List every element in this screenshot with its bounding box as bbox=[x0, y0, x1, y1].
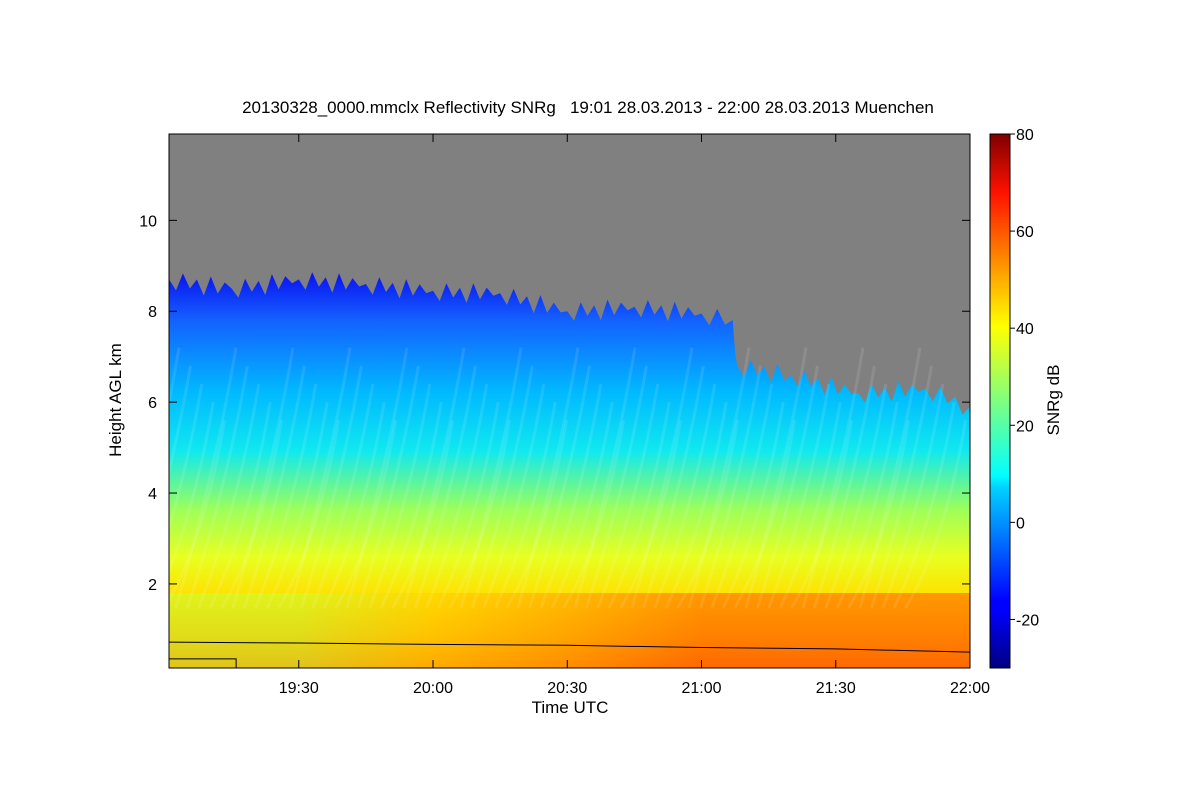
x-axis-label: Time UTC bbox=[531, 698, 609, 717]
fall-streak bbox=[254, 383, 318, 609]
fall-streak bbox=[664, 401, 728, 609]
fall-streak bbox=[169, 420, 227, 604]
fall-streak bbox=[630, 347, 694, 609]
fall-streak bbox=[391, 420, 455, 609]
lower-boundary-line bbox=[169, 658, 237, 668]
y-tick-label: 4 bbox=[148, 486, 157, 503]
fall-streak bbox=[710, 383, 774, 609]
fall-streak bbox=[169, 365, 192, 478]
echo-field bbox=[169, 272, 970, 668]
y-tick-label: 2 bbox=[148, 577, 157, 594]
colorbar-tick-label: 0 bbox=[1016, 515, 1025, 532]
fall-streak bbox=[562, 420, 626, 609]
fall-streak bbox=[527, 365, 591, 609]
fall-streak bbox=[835, 401, 899, 609]
fall-streak bbox=[265, 401, 329, 609]
chart-title: 20130328_0000.mmclx Reflectivity SNRg 19… bbox=[242, 98, 934, 117]
fall-streak bbox=[676, 420, 740, 609]
fall-streak bbox=[185, 365, 249, 609]
fall-streak bbox=[436, 401, 500, 609]
y-tick-label: 6 bbox=[148, 395, 157, 412]
fall-streak bbox=[744, 347, 808, 609]
fall-streak bbox=[573, 347, 637, 609]
fall-streak bbox=[847, 420, 911, 609]
fall-streak bbox=[493, 401, 557, 609]
fall-streak bbox=[322, 401, 386, 609]
fall-streak bbox=[448, 420, 512, 609]
x-tick-label: 19:30 bbox=[279, 680, 319, 697]
fall-streak bbox=[767, 383, 831, 609]
fall-streak bbox=[368, 383, 432, 609]
fall-streak bbox=[858, 347, 922, 609]
colorbar-label: SNRg dB bbox=[1044, 364, 1063, 436]
fall-streak bbox=[596, 383, 660, 609]
fall-streak bbox=[881, 383, 945, 609]
fall-streak bbox=[277, 420, 341, 609]
echo-area bbox=[169, 272, 970, 668]
fall-streak bbox=[379, 401, 443, 609]
colorbar bbox=[989, 133, 1011, 669]
fall-streak bbox=[169, 401, 215, 575]
colorbar-tick-label: -20 bbox=[1016, 612, 1039, 629]
fall-streak bbox=[311, 383, 375, 609]
fall-streak bbox=[334, 420, 398, 609]
fall-streak bbox=[459, 347, 523, 609]
fall-streak bbox=[169, 383, 204, 533]
colorbar-tick-label: 20 bbox=[1016, 418, 1034, 435]
fall-streak bbox=[356, 365, 420, 609]
fall-streak bbox=[653, 383, 717, 609]
fall-streak bbox=[687, 347, 751, 609]
fall-streak bbox=[619, 420, 683, 609]
x-tick-label: 21:00 bbox=[681, 680, 721, 697]
fall-streak bbox=[550, 401, 614, 609]
fall-streak bbox=[169, 347, 181, 411]
fall-streak bbox=[413, 365, 477, 609]
fall-streak bbox=[208, 401, 272, 609]
fall-streak bbox=[584, 365, 648, 609]
x-tick-label: 20:00 bbox=[413, 680, 453, 697]
fall-streak bbox=[824, 383, 888, 609]
fall-streak bbox=[197, 383, 261, 609]
surface-layer bbox=[169, 593, 970, 668]
boundary-line bbox=[169, 641, 970, 653]
fall-streak bbox=[869, 365, 933, 609]
fall-streak bbox=[801, 347, 865, 609]
fall-streak bbox=[778, 401, 842, 609]
fall-streak bbox=[288, 347, 352, 609]
fall-streak bbox=[425, 383, 489, 609]
x-tick-label: 21:30 bbox=[816, 680, 856, 697]
fall-streak bbox=[892, 401, 956, 609]
plot-frame bbox=[168, 133, 971, 669]
colorbar-tick-label: 80 bbox=[1016, 127, 1034, 144]
fall-streak bbox=[607, 401, 671, 609]
y-tick-label: 8 bbox=[148, 304, 157, 321]
fall-streak bbox=[733, 420, 797, 609]
fall-streak bbox=[721, 401, 785, 609]
fall-streak bbox=[516, 347, 580, 609]
fall-streak bbox=[539, 383, 603, 609]
fall-streak bbox=[698, 365, 762, 609]
fall-streak bbox=[755, 365, 819, 609]
fall-streak bbox=[402, 347, 466, 609]
fall-streak bbox=[231, 347, 295, 609]
y-tick-label: 10 bbox=[139, 213, 157, 230]
colorbar-tick-label: 40 bbox=[1016, 321, 1034, 338]
fall-streak bbox=[220, 420, 284, 609]
fall-streak bbox=[174, 347, 238, 609]
fall-streak bbox=[790, 420, 854, 609]
fall-streak bbox=[345, 347, 409, 609]
fall-streak bbox=[904, 420, 968, 609]
y-axis-label: Height AGL km bbox=[106, 343, 125, 457]
fall-streak bbox=[505, 420, 569, 609]
x-tick-label: 20:30 bbox=[547, 680, 587, 697]
fall-streak bbox=[641, 365, 705, 609]
x-tick-label: 22:00 bbox=[950, 680, 990, 697]
fall-streak bbox=[470, 365, 534, 609]
fall-streak bbox=[482, 383, 546, 609]
colorbar-tick-label: 60 bbox=[1016, 224, 1034, 241]
fall-streak bbox=[812, 365, 876, 609]
fall-streak bbox=[299, 365, 363, 609]
fall-streak bbox=[242, 365, 306, 609]
